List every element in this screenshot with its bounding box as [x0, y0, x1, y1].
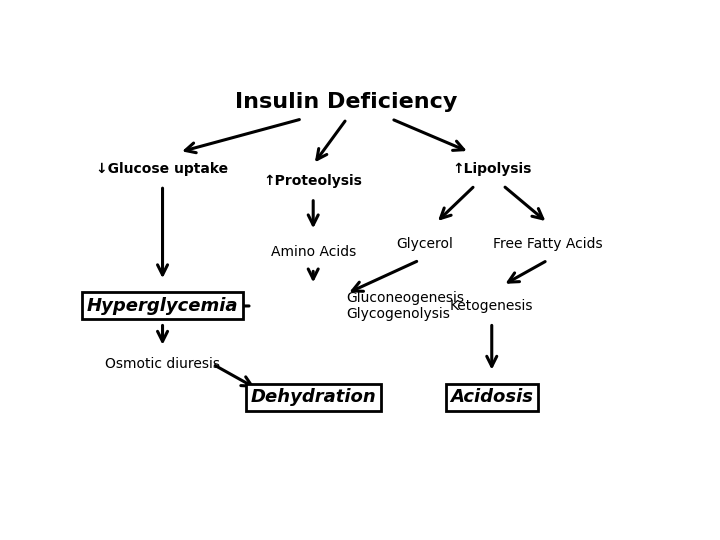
Text: Acidosis: Acidosis	[450, 388, 534, 407]
Text: Insulin Deficiency: Insulin Deficiency	[235, 92, 458, 112]
Text: Amino Acids: Amino Acids	[271, 245, 356, 259]
Text: Dehydration: Dehydration	[251, 388, 376, 407]
Text: Ketogenesis: Ketogenesis	[450, 299, 534, 313]
Text: ↑Lipolysis: ↑Lipolysis	[452, 162, 531, 176]
Text: Osmotic diuresis: Osmotic diuresis	[105, 357, 220, 371]
Text: Glycerol: Glycerol	[397, 237, 453, 251]
Text: Hyperglycemia: Hyperglycemia	[87, 297, 238, 315]
Text: ↑Proteolysis: ↑Proteolysis	[264, 174, 363, 188]
Text: Free Fatty Acids: Free Fatty Acids	[492, 237, 603, 251]
Text: ↓Glucose uptake: ↓Glucose uptake	[96, 162, 229, 176]
Text: Gluconeogenesis
Glycogenolysis: Gluconeogenesis Glycogenolysis	[347, 291, 464, 321]
